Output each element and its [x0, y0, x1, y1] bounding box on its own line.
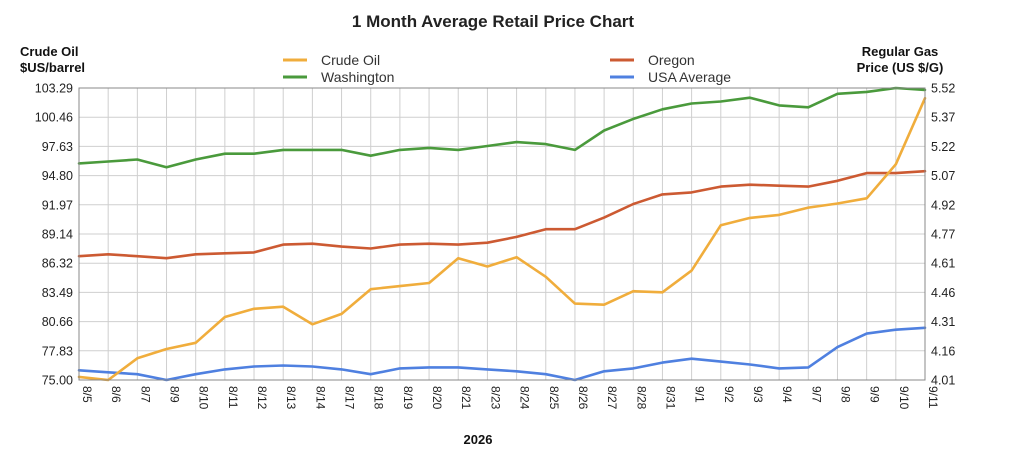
x-tick-label: 8/18: [372, 386, 386, 410]
x-tick-label: 9/2: [722, 386, 736, 403]
x-tick-label: 8/20: [430, 386, 444, 410]
legend-label-oregon: Oregon: [648, 52, 695, 68]
right-tick-label: 4.92: [931, 198, 955, 212]
x-tick-label: 8/31: [663, 386, 677, 410]
tick-layer: 103.29 5.52 100.46 5.37 97.63 5.22 94.80 5.07 91…: [35, 82, 956, 410]
right-tick-label: 5.22: [931, 140, 955, 154]
x-tick-label: 8/25: [547, 386, 561, 410]
x-tick-label: 8/28: [634, 386, 648, 410]
legend-label-usa-average: USA Average: [648, 69, 731, 85]
right-tick-label: 5.07: [931, 169, 955, 183]
left-tick-label: 94.80: [42, 169, 73, 183]
left-tick-label: 103.29: [35, 82, 73, 96]
x-tick-label: 8/27: [605, 386, 619, 410]
right-tick-label: 4.77: [931, 228, 955, 242]
left-axis-title-line1: Crude Oil: [20, 44, 79, 59]
right-tick-label: 4.61: [931, 257, 955, 271]
x-tick-label: 9/3: [751, 386, 765, 403]
series-line-usa-average: [77, 326, 927, 382]
left-tick-label: 83.49: [42, 286, 73, 300]
x-tick-label: 9/10: [897, 386, 911, 410]
series-line-washington: [77, 86, 927, 169]
x-tick-label: 8/21: [459, 386, 473, 410]
right-tick-label: 4.46: [931, 286, 955, 300]
right-tick-label: 4.16: [931, 344, 955, 358]
series-layer: [77, 86, 927, 382]
legend-label-washington: Washington: [321, 69, 394, 85]
right-axis-title-line2: Price (US $/G): [857, 60, 944, 75]
left-tick-label: 97.63: [42, 140, 73, 154]
x-tick-label: 8/6: [109, 386, 123, 403]
x-tick-label: 9/1: [693, 386, 707, 403]
x-tick-label: 8/5: [80, 386, 94, 403]
left-tick-label: 80.66: [42, 315, 73, 329]
x-tick-label: 9/11: [926, 386, 940, 409]
series-line-crude-oil: [77, 96, 927, 382]
left-tick-label: 77.83: [42, 344, 73, 358]
x-tick-label: 9/7: [809, 386, 823, 403]
x-tick-label: 8/9: [168, 386, 182, 403]
x-axis-title: 2026: [464, 432, 493, 447]
x-tick-label: 8/17: [343, 386, 357, 410]
x-tick-label: 8/10: [197, 386, 211, 410]
right-tick-label: 4.01: [931, 374, 955, 388]
x-tick-label: 8/13: [284, 386, 298, 410]
plot-frame: [78, 87, 926, 381]
x-tick-label: 8/19: [401, 386, 415, 410]
left-tick-label: 86.32: [42, 257, 73, 271]
left-tick-label: 91.97: [42, 198, 73, 212]
chart-title: 1 Month Average Retail Price Chart: [352, 12, 634, 31]
series-line-oregon: [77, 169, 927, 260]
left-tick-label: 100.46: [35, 111, 73, 125]
left-tick-label: 89.14: [42, 228, 73, 242]
x-tick-label: 8/7: [138, 386, 152, 403]
left-axis-title-line2: $US/barrel: [20, 60, 85, 75]
x-tick-label: 9/8: [838, 386, 852, 403]
right-tick-label: 4.31: [931, 315, 955, 329]
x-tick-label: 9/4: [780, 386, 794, 403]
x-tick-label: 8/23: [488, 386, 502, 410]
grid-layer: [78, 87, 926, 381]
x-tick-label: 8/11: [226, 386, 240, 409]
x-tick-label: 8/14: [313, 386, 327, 410]
x-tick-label: 8/26: [576, 386, 590, 410]
legend-label-crude-oil: Crude Oil: [321, 52, 380, 68]
left-tick-label: 75.00: [42, 374, 73, 388]
right-axis-title-line1: Regular Gas: [862, 44, 939, 59]
x-tick-label: 8/24: [518, 386, 532, 410]
right-tick-label: 5.52: [931, 82, 955, 96]
x-tick-label: 9/9: [868, 386, 882, 403]
right-tick-label: 5.37: [931, 111, 955, 125]
x-tick-label: 8/12: [255, 386, 269, 410]
